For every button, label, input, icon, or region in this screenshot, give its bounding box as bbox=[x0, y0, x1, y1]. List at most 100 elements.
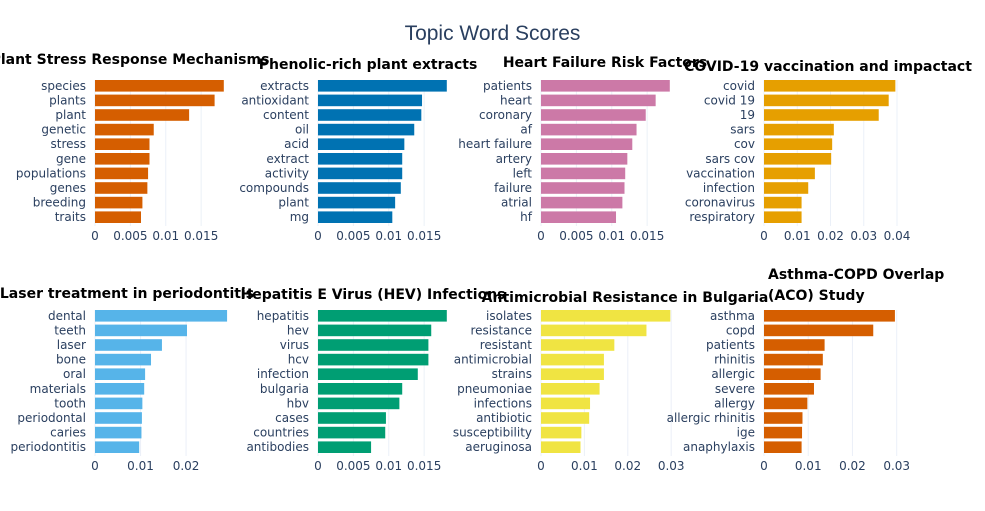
bar-sars-cov bbox=[764, 153, 832, 165]
bar-allergy bbox=[764, 397, 808, 410]
bar-species bbox=[95, 80, 224, 92]
bar-traits bbox=[95, 211, 141, 223]
bar-gene bbox=[95, 153, 150, 165]
category-label: failure bbox=[494, 181, 532, 195]
category-label: strains bbox=[492, 367, 532, 381]
category-label: activity bbox=[265, 166, 309, 180]
bar-sars bbox=[764, 123, 834, 136]
tick-label: 0 bbox=[91, 229, 99, 243]
category-label: coronavirus bbox=[685, 196, 755, 210]
category-label: antibodies bbox=[246, 440, 309, 454]
bar-anaphylaxis bbox=[764, 441, 802, 453]
bar-covid-19 bbox=[764, 94, 889, 107]
category-label: caries bbox=[50, 426, 86, 440]
category-label: countries bbox=[253, 426, 309, 440]
category-label: 19 bbox=[740, 108, 755, 122]
category-label: extract bbox=[266, 152, 309, 166]
category-label: antimicrobial bbox=[454, 353, 532, 367]
category-label: vaccination bbox=[686, 166, 755, 180]
category-label: extracts bbox=[260, 79, 309, 93]
bar-severe bbox=[764, 383, 814, 395]
bar-cases bbox=[318, 412, 386, 424]
category-label: allergic rhinitis bbox=[667, 411, 755, 425]
bar-coronary bbox=[541, 109, 646, 121]
category-label: cases bbox=[275, 411, 309, 425]
tick-label: 0.01 bbox=[784, 229, 811, 243]
category-label: teeth bbox=[54, 323, 86, 337]
tick-label: 0.01 bbox=[571, 459, 598, 473]
tick-label: 0.01 bbox=[795, 459, 822, 473]
bar-acid bbox=[318, 138, 405, 150]
category-label: breeding bbox=[33, 196, 86, 210]
subplot-title: Phenolic-rich plant extracts bbox=[259, 57, 478, 73]
tick-label: 0.01 bbox=[375, 229, 402, 243]
subplot-title: (ACO) Study bbox=[768, 288, 865, 304]
tick-label: 0.04 bbox=[884, 229, 911, 243]
bar-cov bbox=[764, 138, 833, 150]
bar-infection bbox=[318, 368, 418, 380]
category-label: plant bbox=[55, 108, 86, 122]
tick-label: 0.03 bbox=[658, 459, 685, 473]
category-label: cov bbox=[734, 137, 755, 151]
bar-tooth bbox=[95, 397, 143, 410]
tick-label: 0.005 bbox=[336, 229, 370, 243]
tick-label: 0.01 bbox=[127, 459, 154, 473]
category-label: genes bbox=[50, 181, 86, 195]
category-label: hf bbox=[520, 210, 533, 224]
bar-plant bbox=[95, 109, 190, 121]
tick-label: 0.005 bbox=[559, 229, 593, 243]
category-label: gene bbox=[56, 152, 86, 166]
subplot-7: isolatesresistanceresistantantimicrobial… bbox=[453, 290, 769, 473]
bar-plants bbox=[95, 94, 215, 107]
bar-genes bbox=[95, 182, 148, 194]
category-label: patients bbox=[706, 338, 755, 352]
subplot-2: extractsantioxidantcontentoilacidextract… bbox=[239, 57, 477, 243]
category-label: species bbox=[41, 79, 86, 93]
bar-patients bbox=[764, 339, 825, 351]
subplot-title: COVID-19 vaccination and impactact bbox=[684, 59, 972, 75]
bar-pneumoniae bbox=[541, 383, 600, 395]
bar-plant bbox=[318, 196, 396, 209]
subplot-title: Asthma-COPD Overlap bbox=[768, 267, 944, 283]
bar-vaccination bbox=[764, 167, 815, 180]
bar-isolates bbox=[541, 310, 671, 322]
category-label: sars cov bbox=[705, 152, 755, 166]
bar-antibodies bbox=[318, 441, 372, 453]
subplot-title: Laser treatment in periodontitis bbox=[0, 286, 254, 302]
bar-left bbox=[541, 167, 626, 180]
category-label: resistance bbox=[470, 323, 532, 337]
bar-oral bbox=[95, 368, 146, 380]
category-label: content bbox=[263, 108, 309, 122]
tick-label: 0.015 bbox=[630, 229, 664, 243]
tick-label: 0 bbox=[537, 229, 545, 243]
category-label: anaphylaxis bbox=[683, 440, 755, 454]
bar-ige bbox=[764, 426, 803, 439]
category-label: allergic bbox=[711, 367, 755, 381]
bar-dental bbox=[95, 310, 228, 322]
bar-aeruginosa bbox=[541, 441, 581, 453]
tick-label: 0 bbox=[760, 459, 768, 473]
subplot-title: Antimicrobial Resistance in Bulgaria bbox=[482, 290, 769, 306]
bar-bone bbox=[95, 353, 152, 366]
category-label: respiratory bbox=[689, 210, 755, 224]
category-label: isolates bbox=[486, 309, 532, 323]
category-label: hev bbox=[287, 323, 309, 337]
category-label: dental bbox=[48, 309, 86, 323]
subplot-title: Heart Failure Risk Factors bbox=[503, 55, 707, 71]
bar-heart bbox=[541, 94, 656, 107]
category-label: materials bbox=[30, 382, 86, 396]
bar-oil bbox=[318, 123, 415, 136]
bar-hf bbox=[541, 211, 617, 223]
bar-rhinitis bbox=[764, 353, 823, 366]
category-label: rhinitis bbox=[714, 353, 755, 367]
bar-mg bbox=[318, 211, 393, 223]
bar-virus bbox=[318, 339, 429, 351]
bar-copd bbox=[764, 324, 874, 337]
category-label: hepatitis bbox=[257, 309, 309, 323]
tick-label: 0 bbox=[537, 459, 545, 473]
tick-label: 0.02 bbox=[839, 459, 866, 473]
bar-extracts bbox=[318, 80, 447, 92]
bar-strains bbox=[541, 368, 604, 380]
bar-allergic-rhinitis bbox=[764, 412, 803, 424]
